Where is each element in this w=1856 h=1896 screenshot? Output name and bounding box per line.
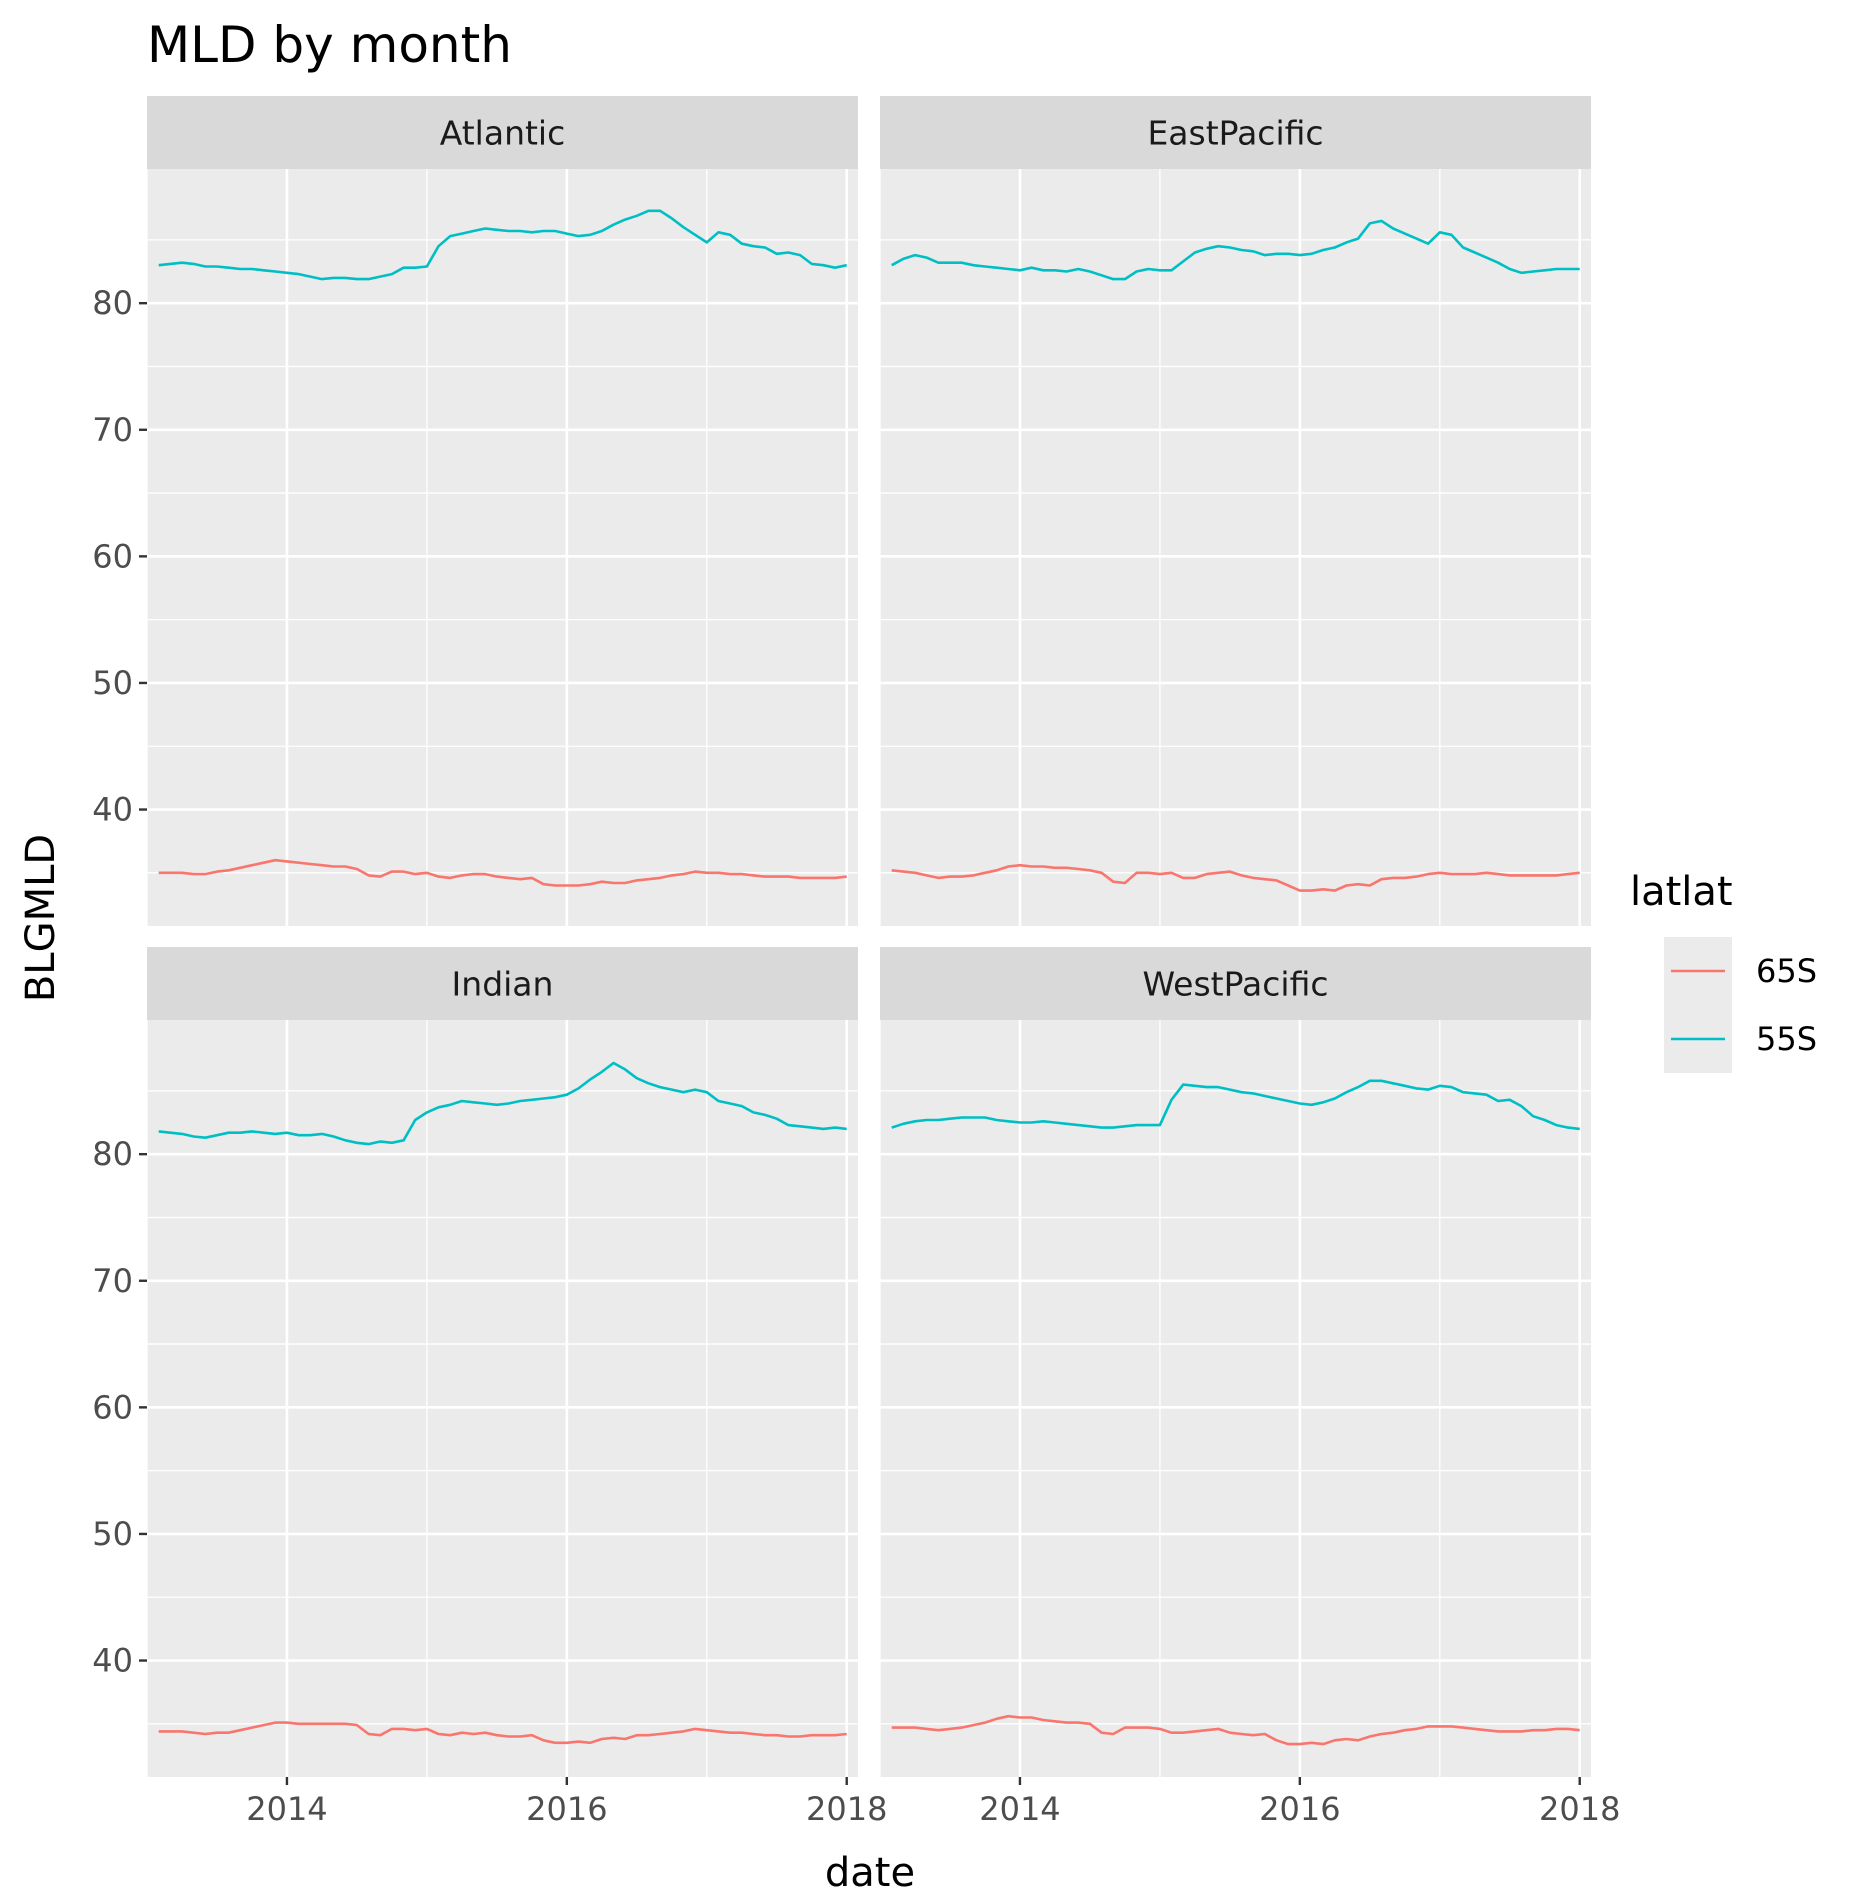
y-tick-label: 50	[92, 1515, 133, 1553]
strip-label-westpacific: WestPacific	[1142, 965, 1328, 1004]
y-tick-label: 70	[92, 1262, 133, 1300]
x-tick-label: 2018	[806, 1790, 887, 1828]
strip-label-atlantic: Atlantic	[440, 114, 566, 153]
x-axis-title: date	[825, 1850, 915, 1896]
series-line-55s-atlantic	[158, 209, 847, 281]
y-tick-label: 80	[92, 1135, 133, 1173]
panel-westpacific: WestPacific 2014 2016 2018	[879, 947, 1620, 1828]
y-tick-label: 60	[92, 537, 133, 575]
y-axis-title: BLGMLD	[18, 834, 64, 1002]
series-line-65s-westpacific	[891, 1714, 1580, 1746]
legend-label: 65S	[1756, 952, 1817, 990]
y-tick-label: 40	[92, 1642, 133, 1680]
y-tick-label: 40	[92, 791, 133, 829]
series-line-65s-eastpacific	[891, 863, 1580, 892]
series-line-55s-westpacific	[891, 1079, 1580, 1131]
series-line-65s-indian	[158, 1721, 847, 1745]
legend: latlat 65S 55S	[1630, 869, 1817, 1073]
y-tick-label: 60	[92, 1388, 133, 1426]
strip-indian	[147, 947, 858, 1020]
facet-panels: Atlantic 40 50 60 70 80 EastPacific Indian 40 50 6…	[92, 96, 1620, 1828]
series-line-55s-eastpacific	[891, 219, 1580, 281]
strip-label-indian: Indian	[452, 965, 554, 1004]
series-line-65s-atlantic	[158, 858, 847, 887]
x-tick-label: 2014	[979, 1790, 1060, 1828]
legend-label: 55S	[1756, 1020, 1817, 1058]
y-tick-label: 80	[92, 284, 133, 322]
panel-background	[147, 1020, 858, 1777]
panel-atlantic: Atlantic 40 50 60 70 80	[92, 96, 858, 926]
panel-background	[147, 169, 858, 926]
x-tick-label: 2018	[1539, 1790, 1620, 1828]
panel-eastpacific: EastPacific	[879, 96, 1591, 926]
series-line-55s-indian	[158, 1061, 847, 1146]
chart-title: MLD by month	[147, 16, 512, 74]
legend-item-65s: 65S	[1664, 937, 1817, 1005]
x-tick-label: 2016	[526, 1790, 607, 1828]
strip-eastpacific	[880, 96, 1591, 169]
panel-background	[880, 169, 1591, 926]
legend-title: latlat	[1630, 869, 1733, 915]
y-tick-label: 50	[92, 664, 133, 702]
panel-background	[880, 1020, 1591, 1777]
strip-westpacific	[880, 947, 1591, 1020]
strip-atlantic	[147, 96, 858, 169]
panel-indian: Indian 40 50 60 70 80 2014 2016 2018	[92, 947, 887, 1828]
y-tick-label: 70	[92, 411, 133, 449]
x-tick-label: 2016	[1259, 1790, 1340, 1828]
legend-item-55s: 55S	[1664, 1005, 1817, 1073]
x-tick-label: 2014	[246, 1790, 327, 1828]
strip-label-eastpacific: EastPacific	[1147, 114, 1323, 153]
